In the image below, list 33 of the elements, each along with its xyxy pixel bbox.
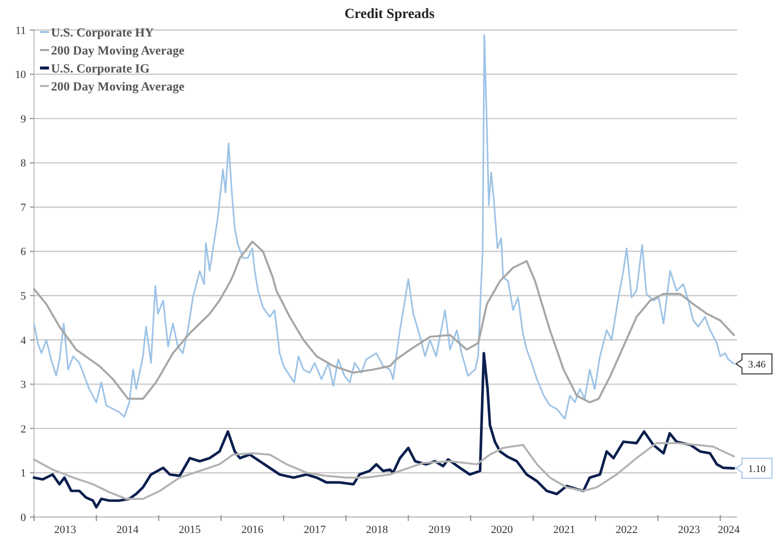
x-tick-label: 2017	[304, 524, 326, 536]
x-tick-label: 2020	[490, 524, 514, 536]
y-tick-label: 8	[20, 158, 26, 170]
x-tick-label: 2018	[366, 524, 389, 536]
y-tick-label: 3	[20, 379, 26, 392]
y-tick-label: 7	[20, 202, 26, 214]
annotation: 1.10	[748, 464, 766, 475]
legend-label: 200 Day Moving Average	[51, 79, 185, 94]
y-tick-label: 2	[20, 423, 26, 436]
x-tick-label: 2014	[116, 524, 139, 536]
x-tick-label: 2019	[428, 524, 451, 536]
x-tick-label: 2023	[678, 524, 700, 536]
legend-label: 200 Day Moving Average	[51, 43, 185, 58]
y-tick-label: 5	[20, 290, 26, 302]
legend-label: U.S. Corporate IG	[51, 61, 150, 76]
x-tick-label: 2013	[54, 524, 77, 536]
x-tick-label: 2022	[616, 524, 638, 536]
line-series	[32, 352, 736, 509]
y-tick-label: 11	[15, 24, 26, 37]
x-tick-label: 2016	[241, 524, 264, 536]
annotation: 3.46	[748, 359, 766, 370]
x-tick-label: 2021	[553, 524, 576, 536]
y-tick-label: 0	[20, 512, 26, 524]
chart-title: Credit Spreads	[344, 7, 436, 22]
y-tick-label: 6	[20, 246, 26, 258]
y-tick-label: 10	[15, 69, 26, 82]
legend-label: U.S. Corporate HY	[51, 25, 154, 40]
y-tick-label: 9	[20, 113, 26, 126]
x-tick-label: 2024	[718, 524, 740, 536]
x-tick-label: 2015	[178, 524, 202, 536]
y-tick-label: 4	[20, 334, 26, 347]
line-series	[33, 240, 735, 404]
y-tick-label: 1	[20, 468, 26, 480]
